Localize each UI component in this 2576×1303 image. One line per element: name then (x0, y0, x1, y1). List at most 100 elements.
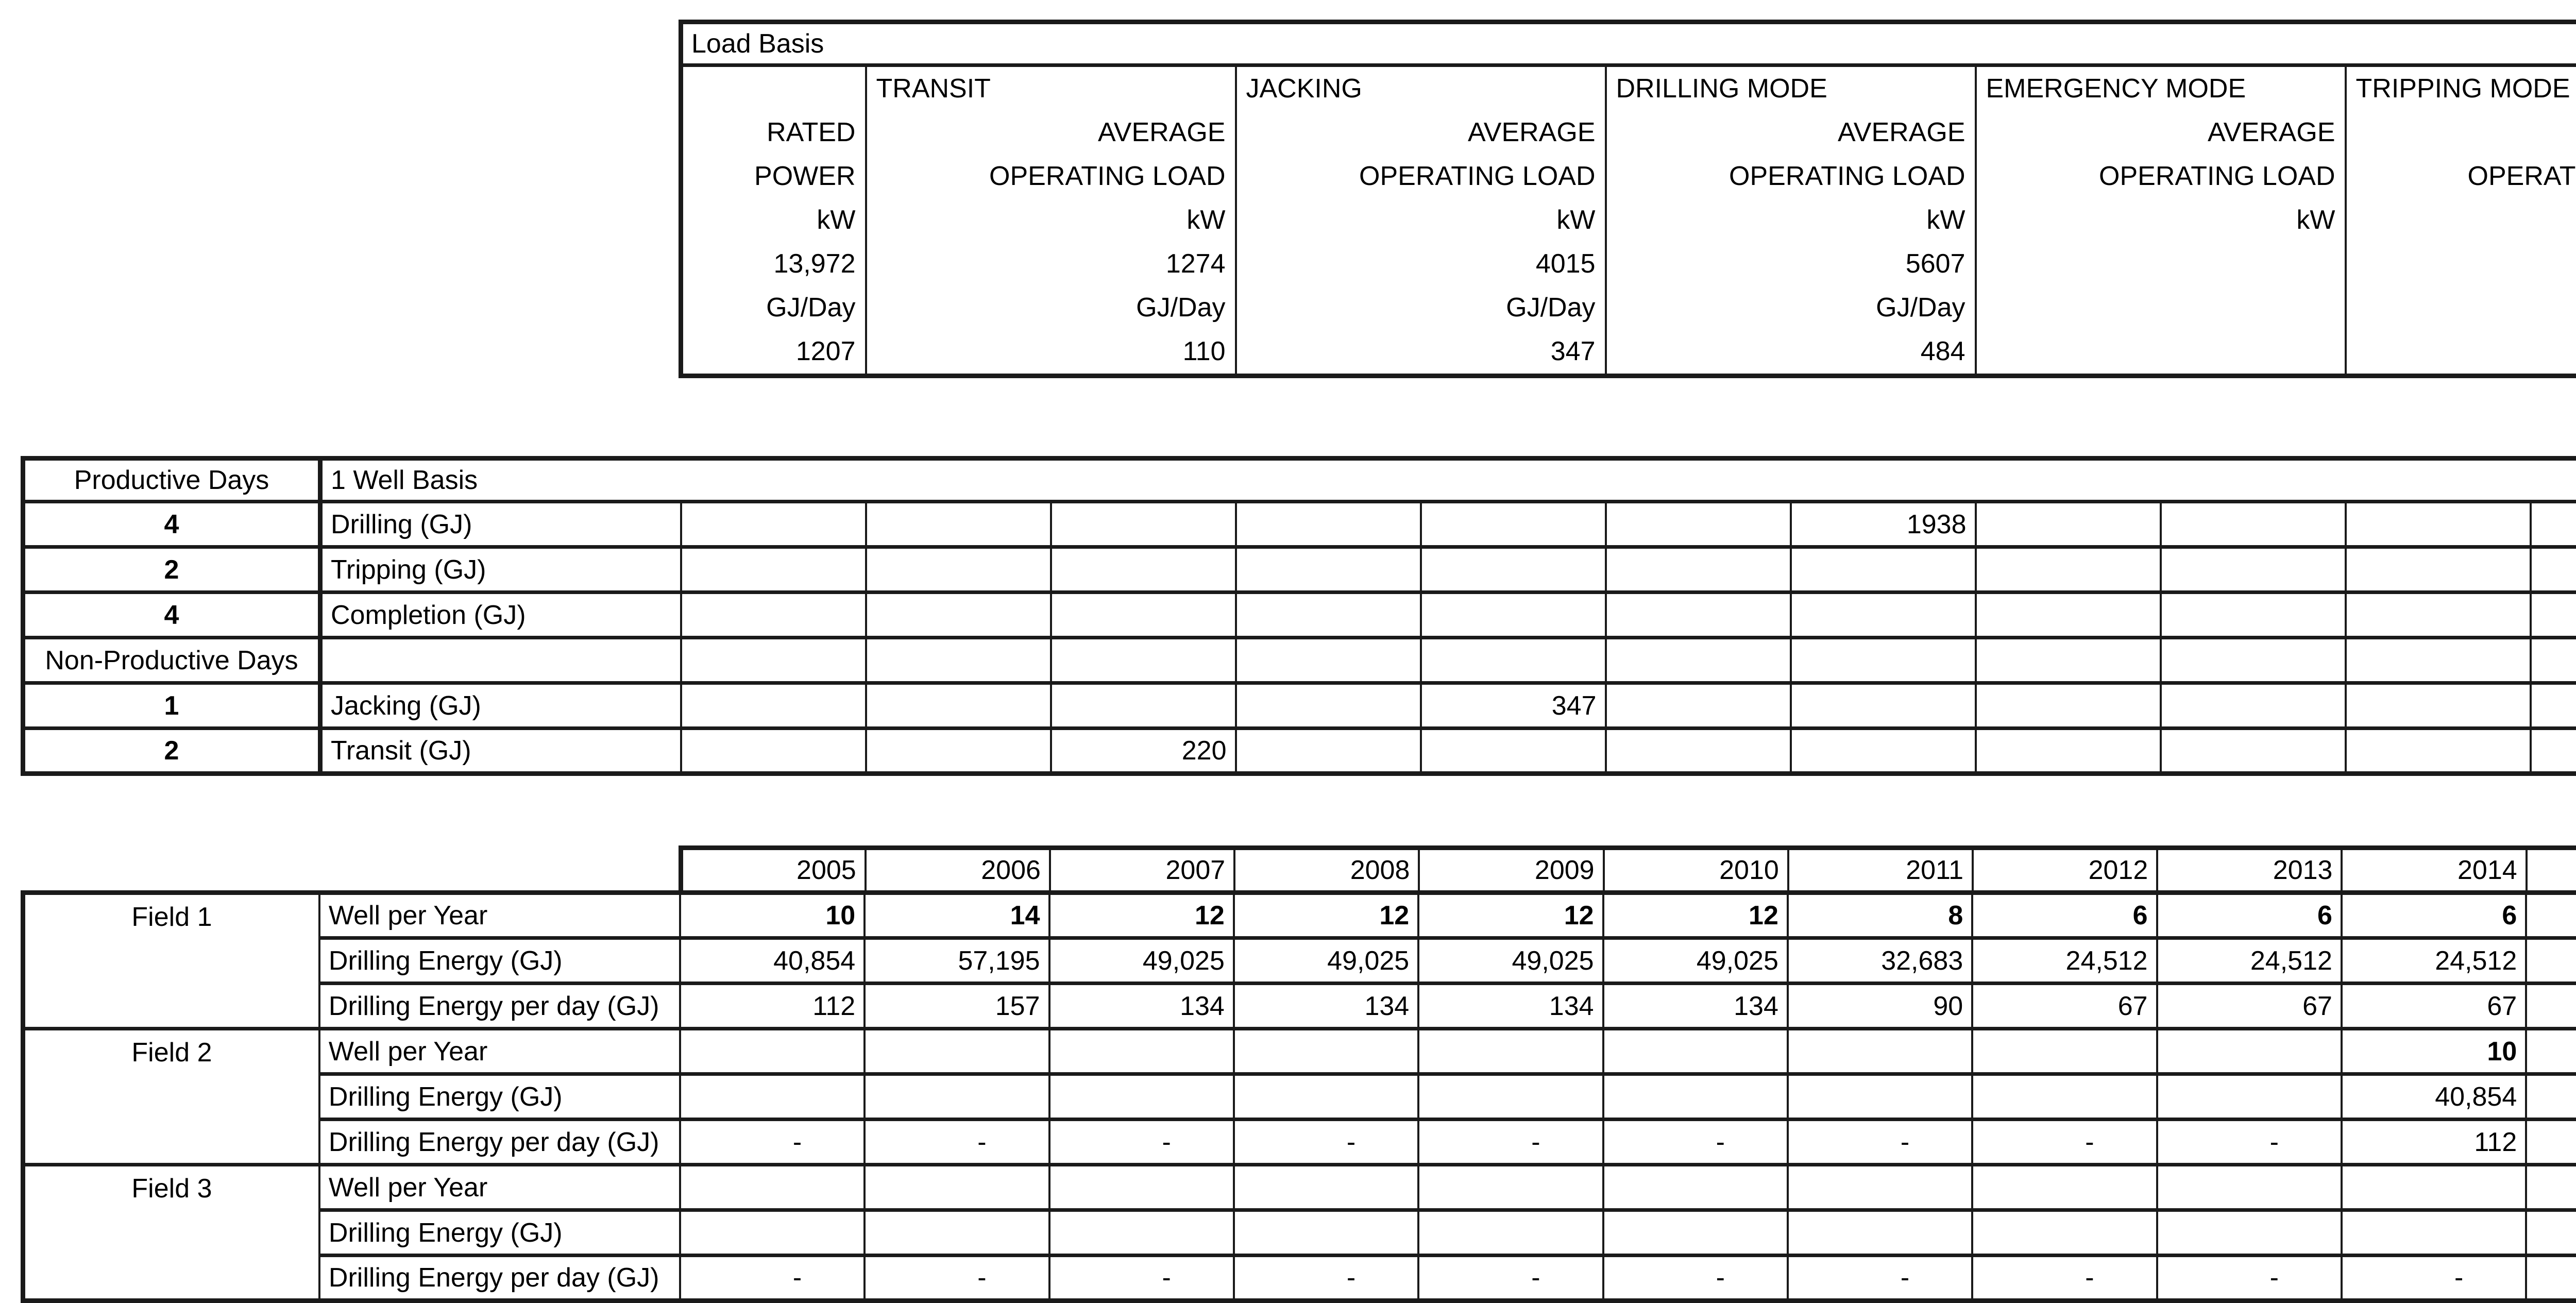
well-basis-cell (2161, 593, 2346, 638)
load-basis-value: OPERATING LOAD (1986, 155, 2335, 198)
field-value-cell: 12 (1603, 893, 1788, 938)
field-value-cell: - (1972, 1120, 2157, 1165)
field-value-cell (2157, 1074, 2342, 1120)
field-value-cell (1788, 1210, 1972, 1256)
field-value-cell (680, 1029, 865, 1074)
well-basis-cell (1976, 547, 2161, 593)
field-value-cell: 67 (2342, 984, 2526, 1029)
year-header-cell: 2006 (866, 848, 1050, 893)
well-basis-table: 1 Well BasisTotalsDrilling (GJ)19381938T… (318, 456, 2576, 776)
load-basis-value: AVERAGE (1616, 111, 1965, 155)
field-value-cell (1234, 1165, 1418, 1210)
load-basis-value: kW (1246, 198, 1596, 242)
load-basis-value: GJ/Day (1616, 286, 1965, 330)
field-value-cell (1049, 1210, 1234, 1256)
well-basis-cell (1051, 547, 1236, 593)
row-label: Drilling Energy (GJ) (319, 938, 680, 984)
well-basis-cell (1421, 547, 1606, 593)
field-value-cell: 24,512 (2526, 938, 2576, 984)
field-value-cell: 12 (1234, 893, 1418, 938)
load-basis-value: GJ/Day (692, 286, 856, 330)
field-value-cell: 49,025 (1603, 938, 1788, 984)
well-basis-cell (1421, 593, 1606, 638)
load-basis-value: OPERATING LOAD (876, 155, 1226, 198)
well-basis-cell (1791, 729, 1976, 774)
field-value-cell (1788, 1074, 1972, 1120)
load-basis-value: AVERAGE (876, 111, 1226, 155)
load-basis-value: GJ/Day (876, 286, 1226, 330)
well-basis-cell (2161, 547, 2346, 593)
row-label: Well per Year (319, 1165, 680, 1210)
load-basis-value: AVERAGE (2356, 111, 2576, 155)
well-basis-cell: 527 (2531, 547, 2576, 593)
well-basis-cell (1791, 593, 1976, 638)
well-basis-cell (1421, 638, 1606, 683)
field-value-cell: 12 (1418, 893, 1603, 938)
field-value-cell: 67 (2157, 984, 2342, 1029)
field-value-cell (2342, 1210, 2526, 1256)
well-basis-cell (2346, 502, 2531, 547)
days-value: 4 (23, 502, 320, 547)
field-value-cell: - (1603, 1120, 1788, 1165)
row-label: Transit (GJ) (320, 729, 681, 774)
field-value-cell: - (1788, 1120, 1972, 1165)
field-value-cell: 12 (1049, 893, 1234, 938)
well-basis-cell (2531, 638, 2576, 683)
load-basis-value: AVERAGE (1986, 111, 2335, 155)
row-label: Jacking (GJ) (320, 683, 681, 729)
well-basis-cell (1236, 593, 1421, 638)
mode-label: TRIPPING MODE (2356, 67, 2576, 111)
mode-label: DRILLING MODE (1616, 67, 1965, 111)
well-basis-cell (1051, 593, 1236, 638)
well-basis-cell (1791, 683, 1976, 729)
year-header-cell: 2008 (1234, 848, 1419, 893)
field-value-cell: 24,512 (2342, 938, 2526, 984)
load-basis-value (1986, 330, 2335, 374)
field-value-cell: 16,342 (2526, 1074, 2576, 1120)
load-basis-value: 347 (1246, 330, 1596, 374)
field-value-cell: - (1418, 1256, 1603, 1301)
field-value-cell: - (1234, 1256, 1418, 1301)
year-header-cell: 2010 (1604, 848, 1788, 893)
field-value-cell: 45 (2526, 1120, 2576, 1165)
field-value-cell: 8 (2526, 1165, 2576, 1210)
field-value-cell (1972, 1029, 2157, 1074)
well-basis-cell (1791, 547, 1976, 593)
field-value-cell: - (680, 1256, 865, 1301)
load-basis-value: GJ/Day (1246, 286, 1596, 330)
load-basis-value: RATED (692, 111, 856, 155)
year-header-cell: 2013 (2157, 848, 2342, 893)
well-basis-cell (2161, 683, 2346, 729)
year-header-cell: 2005 (681, 848, 866, 893)
mode-label: JACKING (1246, 67, 1596, 111)
field-value-cell: 8 (1788, 893, 1972, 938)
well-basis-cell (681, 502, 866, 547)
field-value-cell (2157, 1165, 2342, 1210)
field-value-cell (1603, 1029, 1788, 1074)
field-value-cell: - (680, 1120, 865, 1165)
field-value-cell (1603, 1210, 1788, 1256)
field-value-cell (1603, 1165, 1788, 1210)
well-basis-cell: 347 (1421, 683, 1606, 729)
field-value-cell: - (865, 1256, 1049, 1301)
well-basis-cell (1606, 638, 1791, 683)
load-basis-value (1986, 242, 2335, 286)
mode-label: EMERGENCY MODE (1986, 67, 2335, 111)
well-basis-cell (1606, 502, 1791, 547)
well-basis-cell (2531, 502, 2576, 547)
load-basis-value: 1207 (692, 330, 856, 374)
well-basis-cell (681, 593, 866, 638)
field-value-cell: 10 (2342, 1029, 2526, 1074)
load-basis-value: 110 (876, 330, 1226, 374)
well-basis-cell (2161, 502, 2346, 547)
load-basis-value: 484 (1616, 330, 1965, 374)
well-basis-cell (1051, 683, 1236, 729)
well-basis-cell (1606, 729, 1791, 774)
field-value-cell: 112 (2342, 1120, 2526, 1165)
load-basis-value: OPERATING LOAD (1616, 155, 1965, 198)
